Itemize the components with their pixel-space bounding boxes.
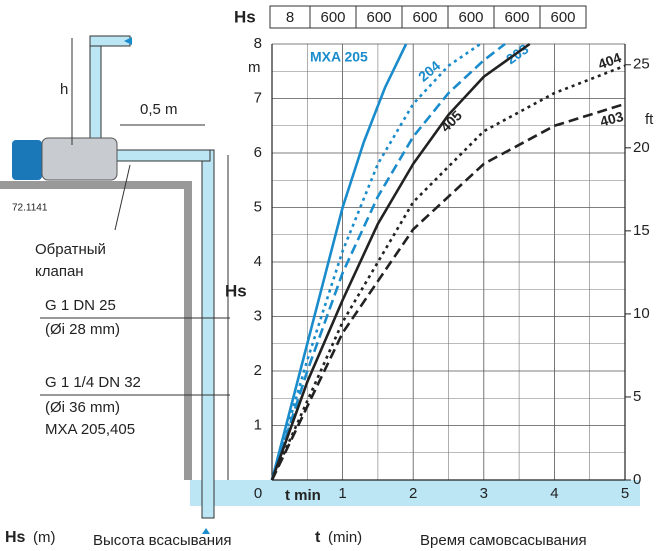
footer: Hs — [5, 529, 26, 546]
label: G 1 1/4 DN 32 — [45, 374, 141, 391]
motor — [12, 140, 42, 180]
suction-pipe — [202, 150, 214, 518]
footer: t — [315, 529, 321, 546]
y2-tick-label: 5 — [633, 388, 641, 405]
x-tick-label: 3 — [480, 485, 488, 502]
pump-body — [42, 138, 117, 180]
y-tick-label: 5 — [254, 198, 262, 215]
label: 72.1141 — [12, 203, 48, 214]
y-tick-label: 4 — [254, 253, 262, 270]
y-tick-label: 6 — [254, 144, 262, 161]
y2-tick-label: 25 — [633, 56, 650, 73]
delivery-pipe — [90, 40, 101, 145]
y2-tick-label: 15 — [633, 222, 650, 239]
y-tick-label: 3 — [254, 307, 262, 324]
series-label: 405 — [437, 107, 465, 135]
label: Обратный — [35, 241, 106, 258]
label: клапан — [35, 263, 84, 280]
label: G 1 DN 25 — [45, 297, 116, 314]
y2-tick-label: 20 — [633, 139, 650, 156]
series-label: 204 — [415, 57, 443, 84]
header-value: 600 — [412, 9, 437, 26]
header-label: Hs — [234, 7, 256, 26]
label: MXA 205,405 — [45, 421, 135, 438]
label: (Øi 28 mm) — [45, 321, 120, 338]
y-unit: m — [248, 59, 261, 76]
header-value: 600 — [320, 9, 345, 26]
x-tick-label: 0 — [254, 485, 262, 502]
y-tick-label: 1 — [254, 416, 262, 433]
footer: Высота всасывания — [93, 532, 232, 549]
horizontal-pipe — [115, 150, 210, 161]
y-tick-label: 2 — [254, 362, 262, 379]
x-tick-label: 1 — [338, 485, 346, 502]
y-tick-label: 7 — [254, 89, 262, 106]
header-value: 600 — [504, 9, 529, 26]
footer: Время самовсасывания — [420, 532, 587, 549]
label: (Øi 36 mm) — [45, 399, 120, 416]
page: h 0,5 m 72.1141 Обратный клапан Hs G 1 D… — [0, 0, 659, 551]
y2-tick-label: 0 — [633, 471, 641, 488]
x-tick-label: 5 — [621, 485, 629, 502]
x-label: t min — [285, 487, 321, 504]
label: h — [60, 81, 68, 98]
header-value: 600 — [550, 9, 575, 26]
series-label: MXA 205 — [310, 49, 368, 65]
y2-unit: ft — [645, 111, 654, 128]
footer: (min) — [328, 529, 362, 546]
y2-tick-label: 10 — [633, 305, 650, 322]
label: 0,5 m — [140, 101, 178, 118]
x-tick-label: 2 — [409, 485, 417, 502]
label: Hs — [225, 281, 247, 300]
x-tick-label: 4 — [550, 485, 558, 502]
footer: (m) — [33, 529, 56, 546]
y-tick-label: 8 — [254, 35, 262, 52]
header-value: 600 — [458, 9, 483, 26]
header-value: 600 — [366, 9, 391, 26]
header-value: 8 — [286, 9, 294, 26]
